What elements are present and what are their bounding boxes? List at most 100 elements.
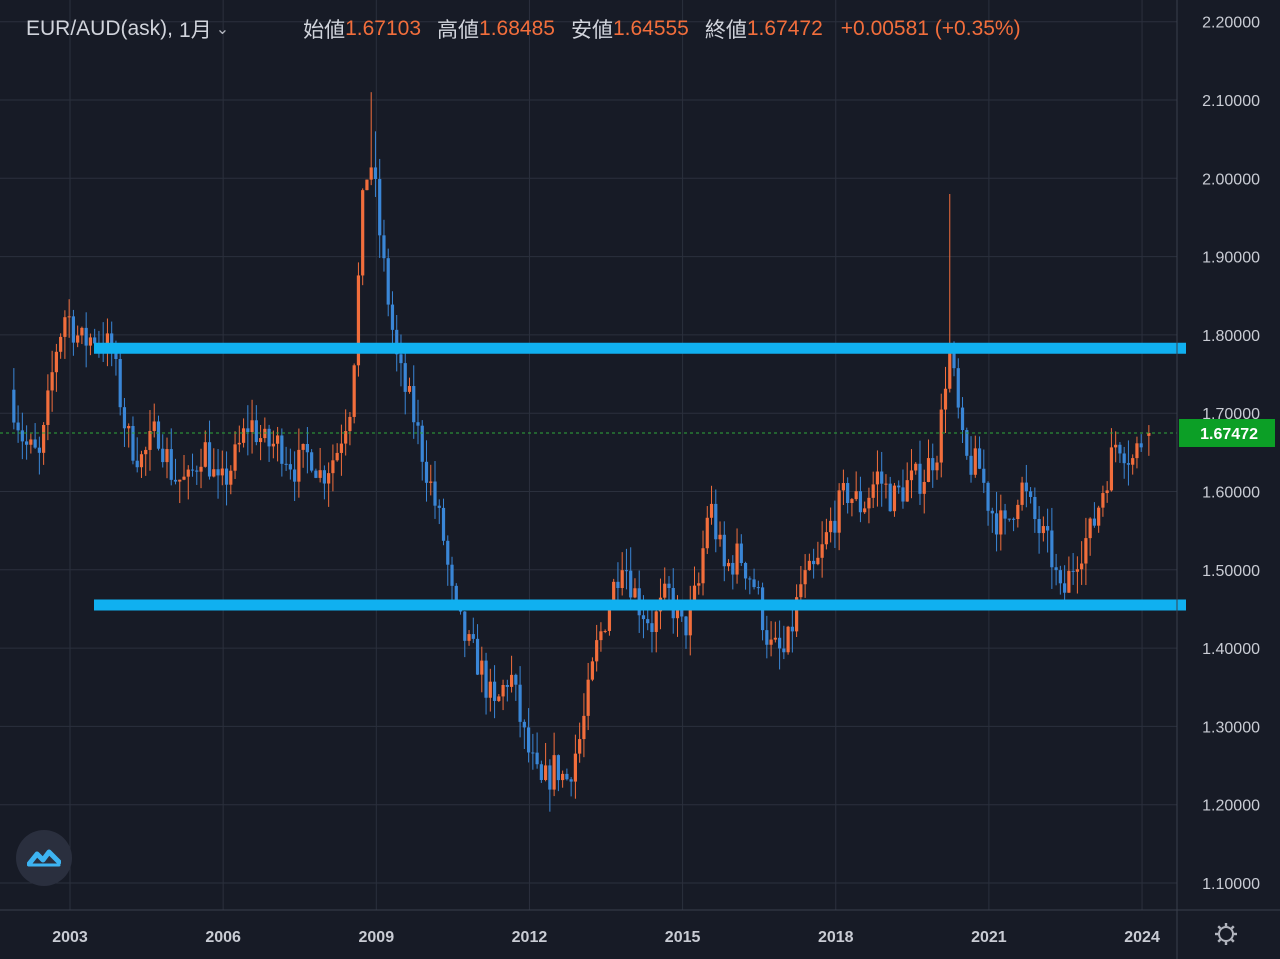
candle-body [935, 462, 939, 471]
candle-body [114, 349, 118, 359]
candle-body [161, 448, 165, 463]
y-tick-label: 1.80000 [1202, 328, 1260, 345]
candle-body [752, 579, 756, 588]
candle-body [59, 336, 63, 352]
candle-body [726, 562, 731, 567]
candles [12, 92, 1151, 812]
candle-body [276, 435, 280, 444]
candle-body [305, 444, 309, 453]
candle-body [497, 696, 501, 701]
candle-body [718, 534, 722, 540]
candle-body [131, 425, 135, 461]
candle-body [509, 674, 514, 687]
candle-body [522, 721, 526, 728]
candle-body [897, 485, 901, 488]
candle-body [144, 449, 148, 455]
candle-body [854, 491, 858, 500]
candle-body [922, 481, 926, 494]
candle-body [16, 422, 20, 431]
candle-body [348, 416, 352, 432]
candle-body [63, 317, 67, 337]
candle-body [216, 469, 220, 476]
candle-body [782, 648, 786, 653]
candle-body [480, 660, 484, 675]
candle-body [1033, 496, 1037, 519]
candle-body [1109, 447, 1114, 491]
candle-body [46, 390, 50, 425]
candle-body [680, 606, 684, 617]
gear-icon[interactable] [1215, 923, 1237, 945]
candle-body [803, 570, 807, 585]
candle-body [42, 424, 46, 453]
candle-body [871, 484, 875, 498]
candle-body [633, 588, 637, 598]
candle-body [705, 517, 709, 549]
candle-body [544, 765, 548, 780]
candle-body [20, 430, 24, 442]
candle-body [846, 483, 850, 504]
gear-ring [1218, 926, 1234, 942]
candle-body [1054, 567, 1058, 571]
interval-label[interactable]: 1月 [179, 19, 212, 42]
candle-body [424, 461, 429, 483]
candle-body [318, 470, 322, 478]
candle-body [84, 327, 88, 346]
candle-body [688, 600, 692, 636]
candle-body [612, 581, 616, 608]
candle-body [709, 503, 714, 518]
candle-body [663, 583, 667, 598]
candle-body [246, 428, 250, 433]
candle-body [909, 470, 914, 481]
chart-legend: EUR/AUD(ask), 1月 ⌄ 始値 1.67103 高値 1.68485 安… [26, 14, 1021, 44]
candle-body [616, 581, 620, 589]
gear-tooth [1217, 938, 1222, 943]
candle-body [1007, 518, 1011, 520]
close-label: 終値 [704, 19, 747, 42]
tradingview-logo-icon[interactable] [16, 830, 72, 886]
candle-body [314, 470, 318, 478]
candle-body [901, 487, 905, 502]
candle-body [535, 752, 539, 765]
candle-body [229, 470, 233, 485]
y-tick-label: 1.30000 [1202, 719, 1260, 736]
symbol-label[interactable]: EUR/AUD(ask), [26, 17, 174, 40]
candle-body [110, 333, 114, 350]
candle-body [539, 764, 543, 780]
candle-body [914, 463, 918, 471]
candle-body [492, 681, 497, 701]
logo-wave-icon [27, 849, 61, 867]
candle-body [641, 615, 646, 620]
horizontal-lines[interactable]: 1.67472 [0, 342, 1275, 611]
candle-body [1067, 570, 1071, 593]
change-value: +0.00581 (+0.35%) [840, 17, 1021, 40]
candle-body [1046, 526, 1050, 531]
close-value: 1.67472 [746, 17, 823, 40]
candle-body [977, 448, 982, 469]
candle-body [76, 335, 80, 343]
candle-body [67, 316, 71, 318]
candle-body [416, 422, 420, 426]
candle-body [484, 660, 488, 698]
y-tick-label: 1.70000 [1202, 406, 1260, 423]
candle-body [335, 452, 339, 461]
candle-body [29, 439, 33, 445]
candle-body [765, 630, 769, 645]
candle-body [254, 420, 258, 443]
candle-body [369, 167, 373, 180]
candle-body [1114, 444, 1118, 448]
candle-body [505, 684, 509, 687]
candle-body [356, 275, 361, 366]
candle-body [331, 460, 335, 474]
candle-body [258, 438, 263, 443]
candle-body [769, 639, 773, 645]
candle-body [748, 578, 752, 580]
candle-body [241, 428, 246, 443]
candle-body [999, 510, 1003, 535]
candle-body [395, 329, 399, 355]
candle-body [667, 583, 671, 588]
candle-body [714, 503, 718, 540]
chevron-down-icon[interactable]: ⌄ [215, 21, 230, 38]
